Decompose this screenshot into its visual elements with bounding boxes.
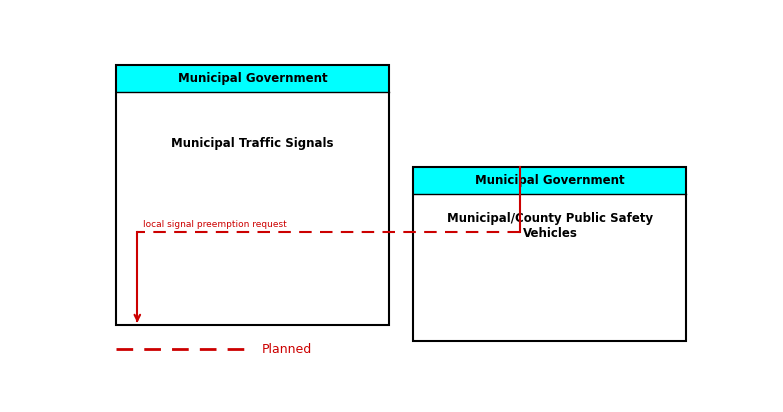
- Text: Planned: Planned: [262, 343, 312, 356]
- Text: Municipal Government: Municipal Government: [475, 174, 625, 187]
- Bar: [413, 167, 687, 341]
- Text: Municipal/County Public Safety
Vehicles: Municipal/County Public Safety Vehicles: [447, 212, 653, 240]
- Bar: [413, 167, 687, 194]
- Text: local signal preemption request: local signal preemption request: [143, 220, 287, 229]
- Text: Municipal Traffic Signals: Municipal Traffic Signals: [171, 137, 334, 150]
- Text: Municipal Government: Municipal Government: [178, 72, 327, 85]
- Bar: [413, 194, 687, 341]
- Bar: [116, 66, 389, 325]
- Bar: [116, 92, 389, 325]
- Bar: [116, 66, 389, 92]
